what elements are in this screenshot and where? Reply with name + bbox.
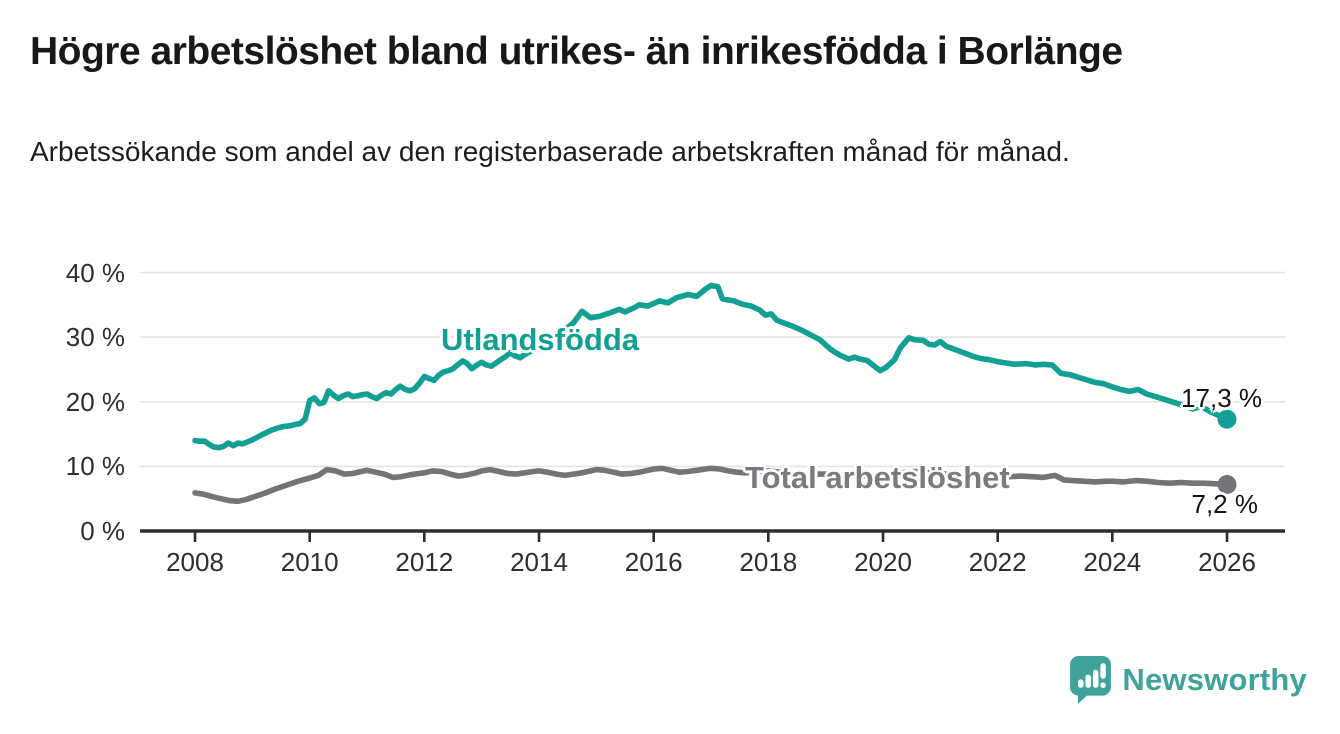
newsworthy-wordmark: Newsworthy — [1122, 662, 1307, 697]
end-value-utlandsfodda: 17,3 % — [1181, 383, 1262, 413]
series-label-total-arbetsloshet: Total arbetslöshet — [745, 460, 1010, 495]
y-tick-label: 10 % — [65, 451, 125, 482]
series-line-1 — [192, 465, 1230, 505]
x-tick-label: 2026 — [1198, 547, 1256, 577]
page-title: Högre arbetslöshet bland utrikes- än inr… — [30, 30, 1123, 73]
x-tick-label: 2022 — [968, 547, 1027, 577]
x-tick-label: 2020 — [854, 547, 912, 577]
series-label-utlandsfodda: Utlandsfödda — [441, 322, 640, 357]
x-tick-label: 2016 — [624, 547, 683, 577]
chart-subtitle: Arbetssökande som andel av den registerb… — [30, 136, 1070, 167]
y-tick-label: 0 % — [80, 516, 125, 546]
series-line-0 — [192, 282, 1230, 451]
y-tick-label: 20 % — [65, 386, 125, 417]
x-tick-label: 2012 — [395, 547, 454, 577]
newsworthy-logo: Newsworthy — [1070, 656, 1307, 704]
x-tick-label: 2010 — [280, 547, 339, 577]
x-tick-label: 2018 — [739, 547, 798, 577]
y-tick-label: 30 % — [65, 322, 125, 353]
newsworthy-speech-bubble-icon — [1070, 656, 1112, 704]
x-tick-label: 2024 — [1083, 547, 1142, 577]
x-tick-label: 2014 — [510, 547, 568, 577]
y-tick-label: 40 % — [65, 257, 125, 288]
end-value-total-arbetsloshet: 7,2 % — [1191, 489, 1259, 519]
x-tick-label: 2008 — [166, 547, 224, 577]
